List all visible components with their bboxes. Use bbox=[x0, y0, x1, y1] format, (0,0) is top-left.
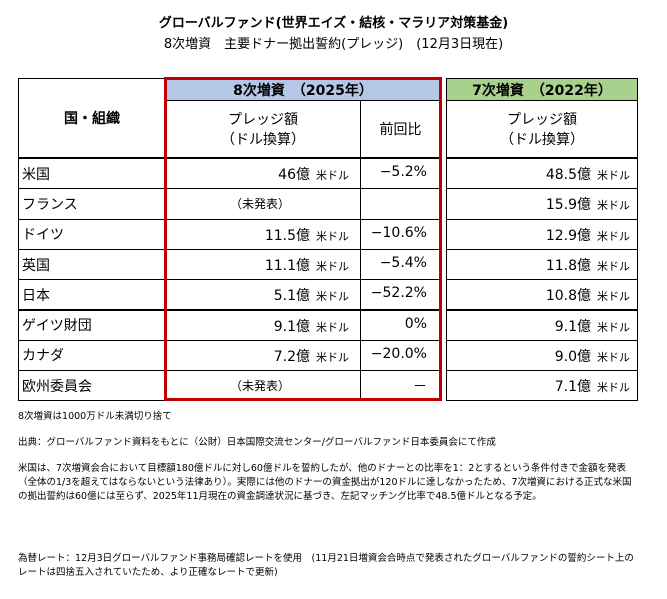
country-cell: 欧州委員会 bbox=[18, 370, 166, 402]
pledge-7: 12.9億 bbox=[545, 227, 591, 244]
pledge-8: 5.1億 bbox=[273, 288, 310, 305]
unit: 米ドル bbox=[597, 259, 630, 273]
country-cell: フランス bbox=[18, 188, 166, 220]
change: −5.2% bbox=[379, 164, 427, 180]
pledge-7: 48.5億 bbox=[545, 167, 591, 183]
country-cell: カナダ bbox=[18, 339, 166, 372]
change: −20.0% bbox=[370, 345, 427, 362]
title: グローバルファンド(世界エイズ・結核・マラリア対策基金) bbox=[158, 16, 509, 31]
country-cell: ゲイツ財団 bbox=[18, 309, 166, 341]
note: 為替レート：12月3日グローバルファンド事務局確認レートを使用 (11月21日増… bbox=[18, 553, 634, 578]
unit: 米ドル bbox=[597, 199, 630, 213]
pledge-7: 7.1億 bbox=[554, 379, 591, 396]
change: −5.4% bbox=[379, 254, 427, 271]
unit: 米ドル bbox=[316, 290, 349, 304]
note: 米国は、7次増資会合において目標額180億ドルに対し60億ドルを誓約したが、他の… bbox=[18, 463, 632, 502]
pledge-7: 9.0億 bbox=[554, 348, 591, 365]
unit: 米ドル bbox=[316, 350, 349, 364]
unit: 米ドル bbox=[597, 290, 630, 304]
change: −10.6% bbox=[370, 224, 427, 241]
pledge-7: 10.8億 bbox=[545, 288, 591, 305]
country-cell: 英国 bbox=[18, 248, 166, 281]
note: 8次増資は1000万ドル未満切り捨て bbox=[18, 411, 172, 422]
pledge-8: 11.5億 bbox=[264, 227, 310, 244]
unit: 米ドル bbox=[597, 169, 630, 182]
change: −52.2% bbox=[370, 285, 427, 302]
header-cell: 国・組織 bbox=[18, 78, 166, 158]
change: 0% bbox=[404, 315, 427, 332]
unit: 米ドル bbox=[316, 169, 349, 182]
header-cell: プレッジ額 （ドル換算） bbox=[165, 100, 361, 158]
pledge-8: 11.1億 bbox=[264, 257, 310, 274]
pledge-8: 9.1億 bbox=[273, 318, 310, 335]
note-8: （未発表） bbox=[230, 379, 291, 394]
note-8: （未発表） bbox=[230, 197, 291, 212]
unit: 米ドル bbox=[597, 350, 630, 364]
unit: 米ドル bbox=[597, 320, 630, 334]
unit: 米ドル bbox=[316, 320, 349, 334]
pledge-8: 46億 bbox=[278, 167, 310, 183]
cell bbox=[446, 370, 638, 402]
pledge-7: 15.9億 bbox=[545, 197, 591, 214]
pledge-8: 7.2億 bbox=[273, 348, 310, 365]
unit: 米ドル bbox=[316, 259, 349, 273]
country-cell: 日本 bbox=[18, 279, 166, 311]
unit: 米ドル bbox=[316, 229, 349, 243]
header-cell: プレッジ額 （ドル換算） bbox=[446, 100, 638, 158]
country-cell: 米国 bbox=[18, 158, 166, 190]
pledge-7: 9.1億 bbox=[554, 318, 591, 335]
pledge-7: 11.8億 bbox=[545, 257, 591, 274]
change: － bbox=[413, 379, 427, 396]
highlight-frame bbox=[164, 77, 442, 402]
country-cell: ドイツ bbox=[18, 218, 166, 250]
unit: 米ドル bbox=[597, 381, 630, 395]
header-cell: 7次増資 （2022年） bbox=[446, 78, 638, 101]
note: 出典：グローバルファンド資料をもとに（公財）日本国際交流センター/グローバルファ… bbox=[18, 437, 496, 448]
subtitle: 8次増資 主要ドナー拠出誓約(プレッジ) (12月3日現在) bbox=[163, 37, 504, 52]
unit: 米ドル bbox=[597, 229, 630, 243]
